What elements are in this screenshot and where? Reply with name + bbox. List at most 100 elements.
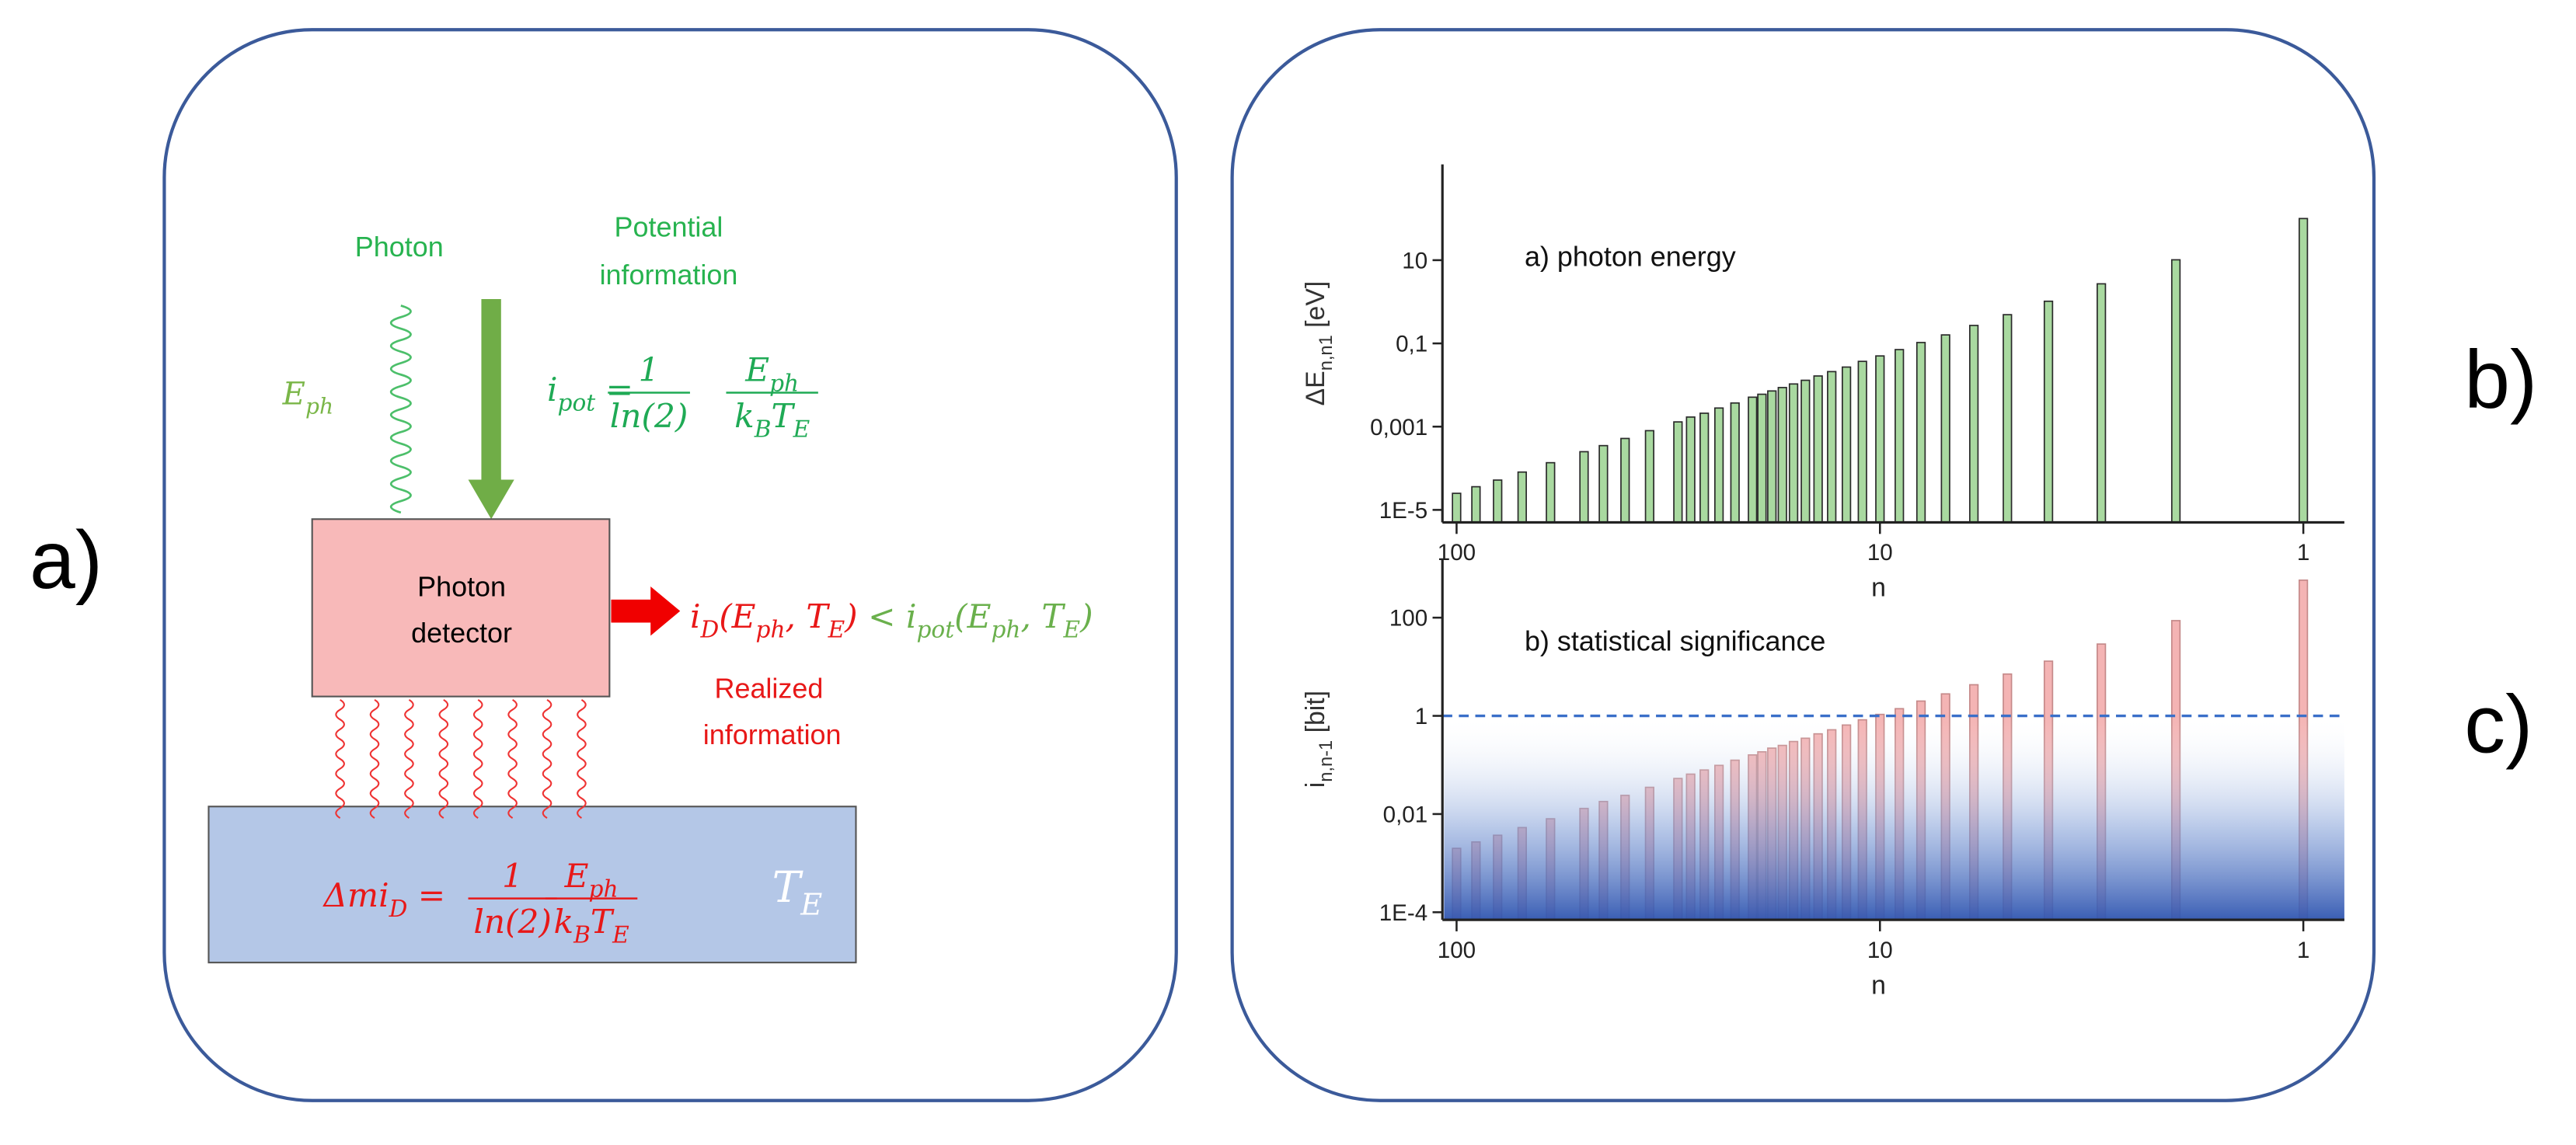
text-part: 1 <box>502 857 523 895</box>
bar <box>2298 218 2309 524</box>
fraction-denominator: ln(2) <box>610 397 688 435</box>
text-part: 1 <box>639 351 660 389</box>
detector-label: Photon <box>417 571 506 603</box>
text-part: Δmi <box>322 876 389 914</box>
bar <box>2097 283 2107 524</box>
wave <box>335 698 345 819</box>
text-part: , T <box>786 597 831 635</box>
text-part: ) <box>1079 597 1093 635</box>
y-axis-label: in,n-1 [bit] <box>1301 691 1337 788</box>
bar <box>1579 451 1589 524</box>
photon-energy-label: Eph <box>282 376 333 419</box>
x-tick-label: 10 <box>1867 540 1893 566</box>
text-part: i <box>690 597 701 635</box>
text-part: E <box>1063 617 1081 643</box>
text-part: i <box>547 371 558 409</box>
bar <box>1915 342 1926 524</box>
bar <box>1699 412 1710 524</box>
realized-equation: < ipot(Eph, TE) <box>858 597 1093 643</box>
text-part: [bit] <box>1301 691 1330 740</box>
environment-box <box>207 806 857 964</box>
bar <box>1471 485 1481 524</box>
bar <box>1800 379 1811 524</box>
fraction-numerator: Eph <box>564 857 619 903</box>
bar <box>1895 349 1905 524</box>
bar <box>1788 383 1799 524</box>
y-tick-label: 100 <box>1389 606 1427 632</box>
bar <box>1644 430 1654 524</box>
text-part: E <box>800 887 822 922</box>
text-part: = <box>595 371 633 409</box>
wave <box>438 698 449 819</box>
text-part: E <box>282 376 305 412</box>
text-part: E <box>564 857 589 895</box>
text-part: E <box>793 416 810 443</box>
panel-label: c) <box>2464 679 2532 771</box>
bar <box>1546 461 1556 524</box>
bar <box>1857 360 1867 524</box>
wave <box>472 698 483 819</box>
fraction-denominator: kBTE <box>734 397 810 443</box>
bar <box>1685 416 1696 524</box>
chart-title: b) statistical significance <box>1525 625 1826 656</box>
red-arrow <box>611 586 681 636</box>
text-part: ) <box>844 597 858 635</box>
text-part: T <box>771 397 795 435</box>
panel-label: b) <box>2464 334 2537 426</box>
text-part: < i <box>858 597 917 635</box>
bar <box>1493 479 1503 524</box>
realized-label: Realized <box>715 673 824 705</box>
green-arrow <box>468 298 514 520</box>
text-part: , T <box>1020 597 1065 635</box>
text-part: D <box>389 896 408 922</box>
realized-equation: iD(Eph, TE) <box>690 597 858 643</box>
bar <box>1517 471 1527 524</box>
bar <box>1598 444 1609 524</box>
right-panel <box>1230 28 2376 1102</box>
bar <box>2170 259 2181 524</box>
wave <box>507 698 518 819</box>
bar <box>1620 437 1630 524</box>
temperature-label: TE <box>772 862 823 922</box>
text-part: ln(2) <box>473 903 552 941</box>
y-tick-label: 1E-4 <box>1379 900 1427 926</box>
y-tick-label: 10 <box>1402 248 1427 273</box>
fraction-denominator: kBTE <box>554 903 630 948</box>
bar <box>1748 396 1758 524</box>
y-tick-label: 0,01 <box>1383 802 1428 828</box>
wave <box>577 698 587 819</box>
text-part: k <box>554 903 574 941</box>
text-part: T <box>591 903 615 941</box>
text-part: (E <box>954 597 991 635</box>
y-axis-label: ΔEn,n1 [eV] <box>1301 281 1337 406</box>
text-part: ln(2) <box>610 397 688 435</box>
detector-box <box>311 518 611 698</box>
x-tick-label: 10 <box>1867 938 1893 963</box>
text-part: E <box>828 617 845 643</box>
x-axis-label: n <box>1871 573 1886 603</box>
significance-gradient <box>1444 715 2344 921</box>
text-part: E <box>612 922 629 948</box>
potential-label: information <box>600 259 738 291</box>
realized-label: information <box>703 719 842 750</box>
text-part: T <box>772 862 803 912</box>
text-part: pot <box>558 390 596 416</box>
bar <box>1969 325 1979 524</box>
x-tick-label: 1 <box>2297 540 2309 566</box>
y-tick-label: 1E-5 <box>1379 498 1427 524</box>
wave <box>389 305 412 514</box>
y-tick-label: 0,1 <box>1396 332 1427 357</box>
chart-title: a) photon energy <box>1525 241 1736 273</box>
text-part: i <box>1301 782 1330 788</box>
bar <box>1730 402 1740 524</box>
y-tick-label: 0,001 <box>1370 415 1427 440</box>
wave <box>369 698 380 819</box>
text-part: ph <box>991 617 1020 643</box>
fraction-numerator: 1 <box>502 857 523 895</box>
detector-label: detector <box>411 617 512 649</box>
equation-lhs: ΔmiD = <box>322 876 445 922</box>
text-part: ph <box>756 617 786 643</box>
panel-label: a) <box>30 514 103 606</box>
text-part: B <box>754 416 772 443</box>
